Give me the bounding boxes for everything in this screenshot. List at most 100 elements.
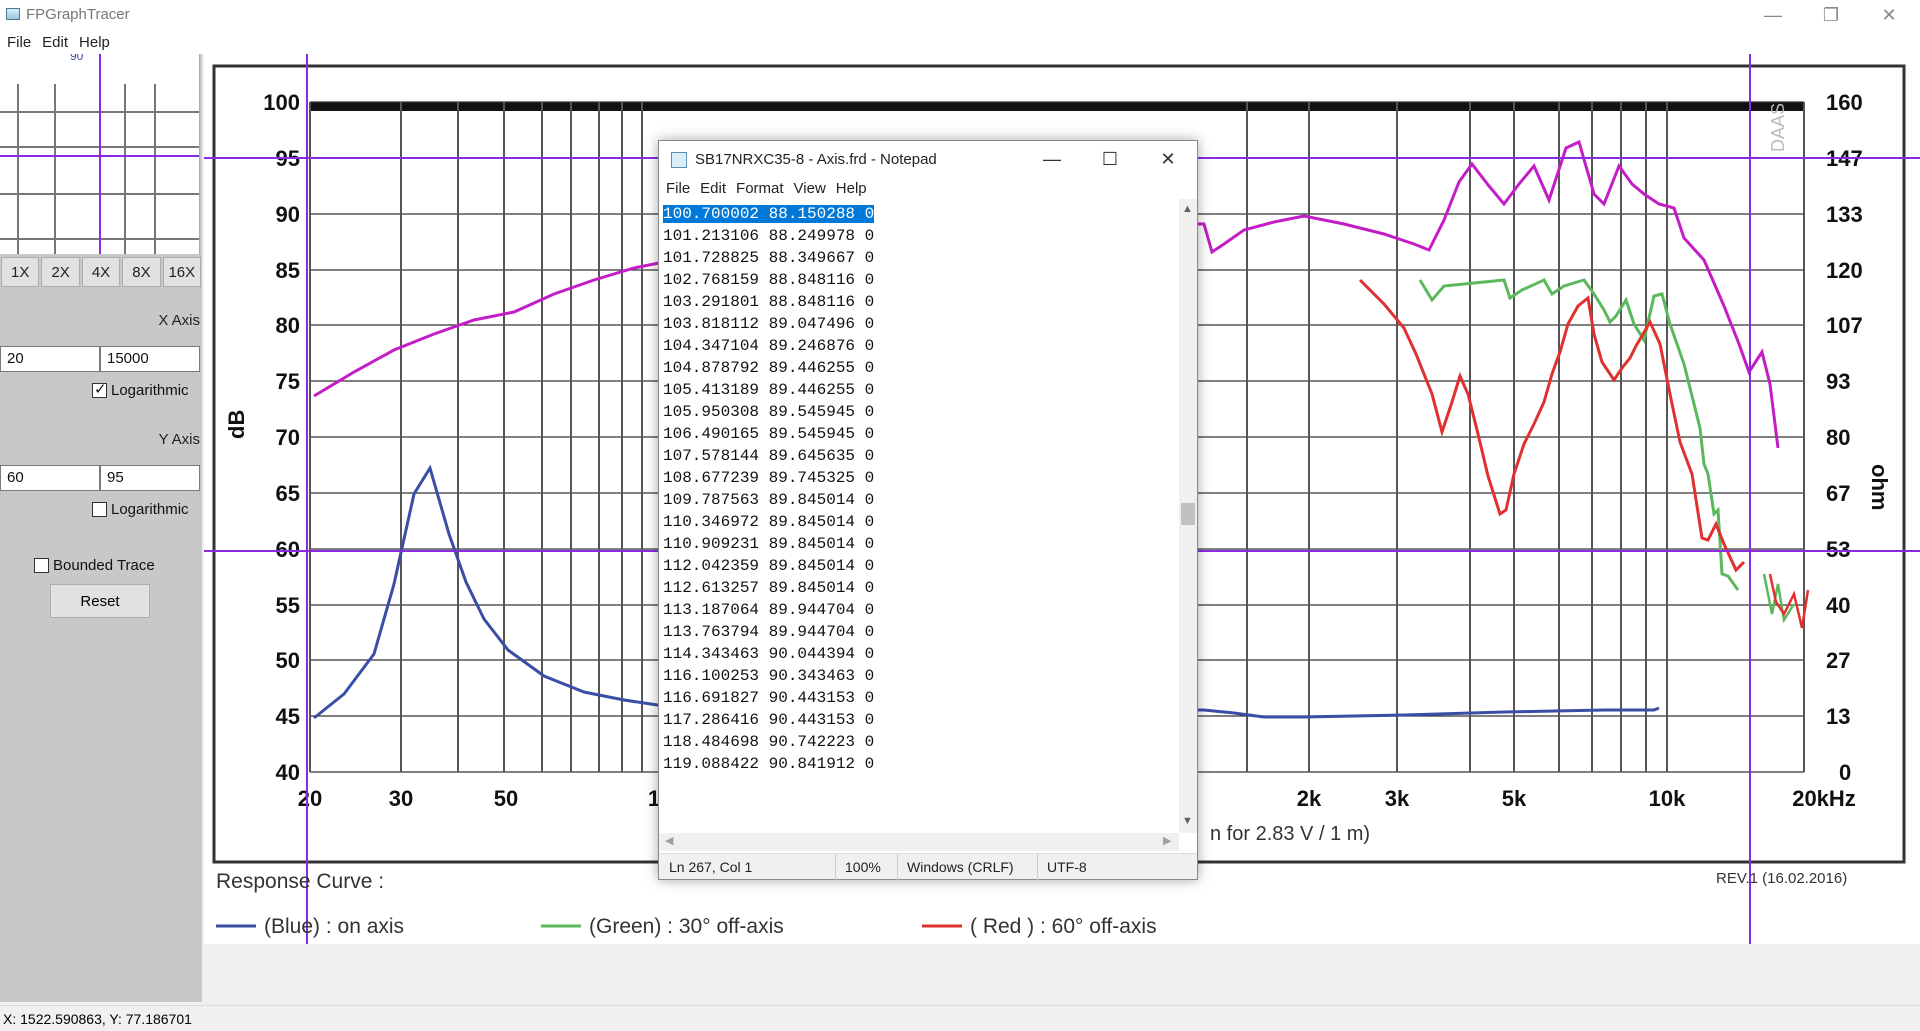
left-tick: 70 [276, 425, 300, 450]
notepad-text-line[interactable]: 101.213106 88.249978 0 [663, 227, 875, 245]
bounded-trace-label: Bounded Trace [53, 557, 155, 574]
notepad-text-line[interactable]: 105.950308 89.545945 0 [663, 403, 875, 421]
bounded-trace-checkbox[interactable]: Bounded Trace [34, 557, 155, 574]
notepad-horizontal-scrollbar[interactable]: ◀ ▶ [659, 833, 1179, 851]
notepad-text-line[interactable]: 104.878792 89.446255 0 [663, 359, 875, 377]
notepad-menu-bar: File Edit Format View Help [659, 177, 1197, 199]
window-title: FPGraphTracer [26, 6, 130, 23]
notepad-maximize-button[interactable]: ☐ [1101, 148, 1119, 169]
scroll-left-arrow-icon[interactable]: ◀ [665, 835, 674, 847]
menu-edit[interactable]: Edit [42, 33, 69, 51]
cursor-coordinates: X: 1522.590863, Y: 77.186701 [3, 1011, 192, 1027]
encoding: UTF-8 [1047, 859, 1087, 875]
notepad-text-line[interactable]: 103.818112 89.047496 0 [663, 315, 875, 333]
notepad-menu-edit[interactable]: Edit [700, 179, 727, 197]
y-axis-logarithmic-checkbox[interactable]: Logarithmic [92, 501, 189, 518]
x-axis-label: X Axis [158, 312, 200, 329]
notepad-text-line[interactable]: 105.413189 89.446255 0 [663, 381, 875, 399]
scroll-thumb[interactable] [1181, 503, 1195, 525]
blue-on-axis-curve [313, 464, 1660, 720]
right-axis-unit: ohm [1867, 464, 1892, 510]
zoom-4x-button[interactable]: 4X [81, 257, 121, 287]
notepad-window[interactable]: SB17NRXC35-8 - Axis.frd - Notepad — ☐ ✕ … [658, 140, 1198, 880]
zoom-2x-button[interactable]: 2X [41, 257, 80, 287]
notepad-text-line[interactable]: 116.100253 90.343463 0 [663, 667, 875, 685]
notepad-text-line[interactable]: 118.484698 90.742223 0 [663, 733, 875, 751]
notepad-text-area[interactable]: 100.700002 88.150288 0 101.213106 88.2499… [663, 203, 1177, 771]
notepad-close-button[interactable]: ✕ [1160, 148, 1176, 169]
legend-title: Response Curve : [216, 870, 384, 893]
left-tick: 45 [276, 704, 300, 729]
notepad-menu-file[interactable]: File [666, 179, 691, 197]
notepad-menu-help[interactable]: Help [835, 179, 867, 197]
left-tick: 60 [276, 537, 300, 562]
right-tick: 133 [1826, 202, 1863, 227]
x-tick: 2k [1297, 786, 1322, 811]
menu-file[interactable]: File [7, 33, 32, 51]
zoom-16x-button[interactable]: 16X [162, 257, 202, 287]
y-log-checkbox-box[interactable] [92, 502, 107, 517]
close-button[interactable]: ✕ [1881, 4, 1897, 25]
scroll-down-arrow-icon[interactable]: ▼ [1182, 815, 1193, 827]
notepad-text-line[interactable]: 112.042359 89.845014 0 [663, 557, 875, 575]
legend-red-text: ( Red ) : 60° off-axis [970, 915, 1157, 938]
notepad-text-line[interactable]: 102.768159 88.848116 0 [663, 271, 875, 289]
menu-help[interactable]: Help [79, 33, 110, 51]
x-tick: 20kHz [1792, 786, 1856, 811]
x-tick: 20 [298, 786, 322, 811]
y-axis-min-input[interactable]: 60 [0, 465, 100, 491]
notepad-text-line[interactable]: 108.677239 89.745325 0 [663, 469, 875, 487]
right-tick: 53 [1826, 537, 1850, 562]
left-axis-ticks: 100 95 90 85 80 75 70 65 60 55 50 45 40 [263, 90, 300, 785]
reset-button[interactable]: Reset [50, 584, 150, 618]
notepad-text-line[interactable]: 107.578144 89.645635 0 [663, 447, 875, 465]
notepad-text-line[interactable]: 114.343463 90.044394 0 [663, 645, 875, 663]
notepad-vertical-scrollbar[interactable]: ▲ ▼ [1179, 199, 1197, 833]
left-axis-unit: dB [224, 410, 249, 439]
notepad-status-bar: Ln 267, Col 1 100% Windows (CRLF) UTF-8 [659, 853, 1197, 880]
zoom-1x-button[interactable]: 1X [1, 257, 40, 287]
x-axis-min-input[interactable]: 20 [0, 346, 100, 372]
y-axis-label: Y Axis [158, 431, 200, 448]
notepad-text-line[interactable]: 117.286416 90.443153 0 [663, 711, 875, 729]
x-log-checkbox-box[interactable] [92, 380, 107, 398]
notepad-text-line[interactable]: 109.787563 89.845014 0 [663, 491, 875, 509]
notepad-text-line[interactable]: 110.909231 89.845014 0 [663, 535, 875, 553]
notepad-text-line[interactable]: 104.347104 89.246876 0 [663, 337, 875, 355]
notepad-text-line[interactable]: 100.700002 88.150288 0 [663, 205, 875, 223]
legend-blue-text: (Blue) : on axis [264, 915, 404, 938]
notepad-text-line[interactable]: 116.691827 90.443153 0 [663, 689, 875, 707]
right-tick: 40 [1826, 593, 1850, 618]
notepad-text-line[interactable]: 113.187064 89.944704 0 [663, 601, 875, 619]
x-axis-max-input[interactable]: 15000 [100, 346, 200, 372]
notepad-title-bar[interactable]: SB17NRXC35-8 - Axis.frd - Notepad — ☐ ✕ [659, 141, 1197, 177]
notepad-text-line[interactable]: 119.088422 90.841912 0 [663, 755, 875, 771]
notepad-text-line[interactable]: 112.613257 89.845014 0 [663, 579, 875, 597]
zoom-8x-button[interactable]: 8X [122, 257, 161, 287]
scroll-right-arrow-icon[interactable]: ▶ [1163, 835, 1172, 847]
notepad-menu-view[interactable]: View [793, 179, 826, 197]
notepad-text-line[interactable]: 113.763794 89.944704 0 [663, 623, 875, 641]
line-endings: Windows (CRLF) [907, 859, 1014, 875]
bounded-trace-checkbox-box[interactable] [34, 558, 49, 573]
traced-graph-image[interactable]: 100 95 90 85 80 75 70 65 60 55 50 45 40 … [204, 54, 1920, 944]
zoom-preview-graph: 90 [0, 54, 199, 254]
notepad-minimize-button[interactable]: — [1043, 148, 1061, 169]
x-tick: 5k [1502, 786, 1527, 811]
notepad-text-line[interactable]: 106.490165 89.545945 0 [663, 425, 875, 443]
right-tick: 160 [1826, 90, 1863, 115]
scroll-up-arrow-icon[interactable]: ▲ [1182, 203, 1193, 215]
plot-top-bar [310, 102, 1804, 111]
notepad-text-line[interactable]: 110.346972 89.845014 0 [663, 513, 875, 531]
y-axis-max-input[interactable]: 95 [100, 465, 200, 491]
notepad-menu-format[interactable]: Format [736, 179, 784, 197]
minimize-button[interactable]: — [1764, 4, 1782, 25]
zoom-level: 100% [845, 859, 881, 875]
x-axis-ticks: 20 30 50 1 2k 3k 5k 10k 20kHz [298, 786, 1856, 811]
x-axis-logarithmic-checkbox[interactable]: Logarithmic [92, 380, 189, 399]
notepad-text-line[interactable]: 101.728825 88.349667 0 [663, 249, 875, 267]
restore-button[interactable]: ❐ [1822, 4, 1840, 25]
right-tick: 0 [1839, 760, 1851, 785]
right-tick: 67 [1826, 481, 1850, 506]
notepad-text-line[interactable]: 103.291801 88.848116 0 [663, 293, 875, 311]
